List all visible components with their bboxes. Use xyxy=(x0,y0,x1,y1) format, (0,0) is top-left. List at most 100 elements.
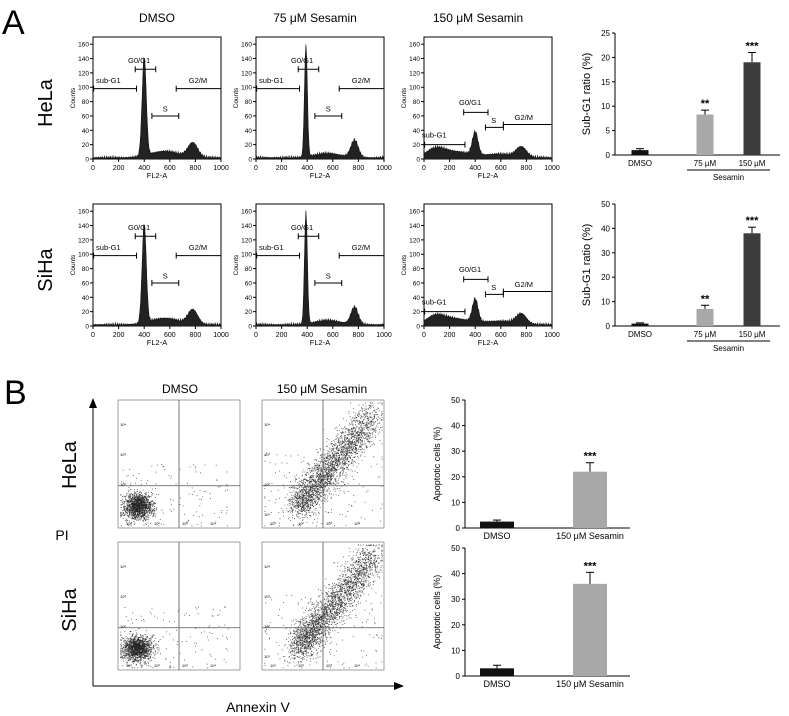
scatter-dot xyxy=(122,504,123,506)
scatter-dot xyxy=(314,484,316,486)
scatter-dot xyxy=(321,478,323,480)
scatter-dot xyxy=(135,508,137,509)
scatter-dot xyxy=(307,486,309,488)
scatter-dot xyxy=(335,452,337,454)
scatter-dot xyxy=(290,503,292,505)
scatter-dot xyxy=(369,407,370,408)
scatter-dot xyxy=(299,510,301,512)
scatter-dot xyxy=(330,497,332,499)
scatter-dot xyxy=(145,506,147,508)
scatter-dot xyxy=(337,457,339,459)
scatter-dot xyxy=(363,451,365,453)
scatter-dot xyxy=(143,515,145,517)
scatter-dot xyxy=(364,456,366,458)
scatter-dot xyxy=(142,496,144,498)
scatter-dot xyxy=(309,467,311,469)
scatter-dot xyxy=(120,494,122,496)
scatter-dot xyxy=(329,456,331,458)
scatter-dot xyxy=(160,523,162,525)
scatter-dot xyxy=(298,507,300,509)
scatter-dot xyxy=(352,428,354,430)
scatter-dot xyxy=(365,416,366,417)
scatter-dot xyxy=(356,447,357,449)
scatter-dot xyxy=(352,423,354,425)
scatter-dot xyxy=(313,499,315,501)
scatter-dot xyxy=(367,423,369,425)
scatter-dot xyxy=(303,498,304,500)
scatter-dot xyxy=(365,436,367,438)
scatter-dot xyxy=(300,491,302,493)
scatter-dot xyxy=(153,501,155,503)
scatter-dot xyxy=(351,431,353,433)
scatter-dot xyxy=(126,501,128,503)
scatter-dot xyxy=(125,498,127,500)
scatter-dot xyxy=(369,415,371,417)
scatter-dot xyxy=(355,448,357,450)
scatter-dot xyxy=(305,512,307,514)
scatter-dot xyxy=(133,513,135,515)
scatter-dot xyxy=(308,511,310,513)
scatter-dot xyxy=(340,468,341,469)
scatter-dot xyxy=(372,421,374,423)
histogram-y-tick-label: 140 xyxy=(409,56,420,63)
scatter-dot xyxy=(332,455,334,457)
scatter-dot xyxy=(325,473,327,475)
scatter-dot xyxy=(297,494,299,495)
scatter-dot xyxy=(290,487,292,489)
scatter-dot xyxy=(126,645,128,647)
scatter-dot xyxy=(151,494,153,496)
scatter-dot xyxy=(306,506,308,508)
scatter-dot xyxy=(309,508,310,510)
scatter-dot xyxy=(337,458,339,460)
scatter-dot xyxy=(348,430,349,432)
scatter-dot xyxy=(120,494,122,496)
scatter-dot xyxy=(307,500,309,502)
scatter-dot xyxy=(350,444,352,446)
scatter-dot xyxy=(342,455,344,457)
gate-g0g1-label: G0/G1 xyxy=(128,56,150,65)
scatter-dot xyxy=(381,426,383,428)
gate-g0g1-label: G0/G1 xyxy=(291,223,313,232)
histogram-x-tick-label: 200 xyxy=(113,165,125,172)
scatter-dot xyxy=(319,462,321,464)
histogram-x-tick-label: 1000 xyxy=(544,332,560,339)
scatter-dot xyxy=(296,501,298,503)
scatter-dot xyxy=(335,480,337,482)
scatter-dot xyxy=(321,474,322,476)
scatter-y-tick-label: 10³ xyxy=(120,452,126,457)
scatter-dot xyxy=(291,501,292,503)
scatter-dot xyxy=(341,481,342,482)
scatter-dot xyxy=(141,498,143,499)
scatter-dot xyxy=(317,474,319,475)
scatter-dot xyxy=(366,436,368,438)
scatter-dot xyxy=(140,513,142,515)
scatter-dot xyxy=(329,465,331,466)
scatter-dot xyxy=(145,494,147,496)
scatter-dot xyxy=(366,418,368,420)
scatter-dot xyxy=(310,483,312,485)
scatter-dot xyxy=(342,514,343,516)
scatter-dot xyxy=(147,522,149,524)
scatter-dot xyxy=(347,491,349,492)
scatter-dot xyxy=(348,446,350,448)
scatter-dot xyxy=(370,421,371,423)
scatter-dot xyxy=(321,459,322,460)
scatter-dot xyxy=(129,508,131,510)
scatter-dot xyxy=(321,522,323,524)
scatter-dot xyxy=(137,655,139,657)
scatter-dot xyxy=(318,469,320,470)
scatter-dot xyxy=(210,655,212,657)
scatter-dot xyxy=(142,506,144,508)
scatter-dot xyxy=(348,431,350,433)
scatter-dot xyxy=(351,428,353,430)
scatter-dot xyxy=(143,510,145,512)
scatter-dot xyxy=(328,487,329,489)
scatter-dot xyxy=(336,446,338,448)
scatter-dot xyxy=(136,497,138,499)
scatter-dot xyxy=(163,466,165,467)
scatter-dot xyxy=(129,510,130,512)
scatter-dot xyxy=(298,491,300,493)
scatter-dot xyxy=(133,511,135,512)
scatter-dot xyxy=(370,424,372,426)
scatter-dot xyxy=(133,509,135,511)
